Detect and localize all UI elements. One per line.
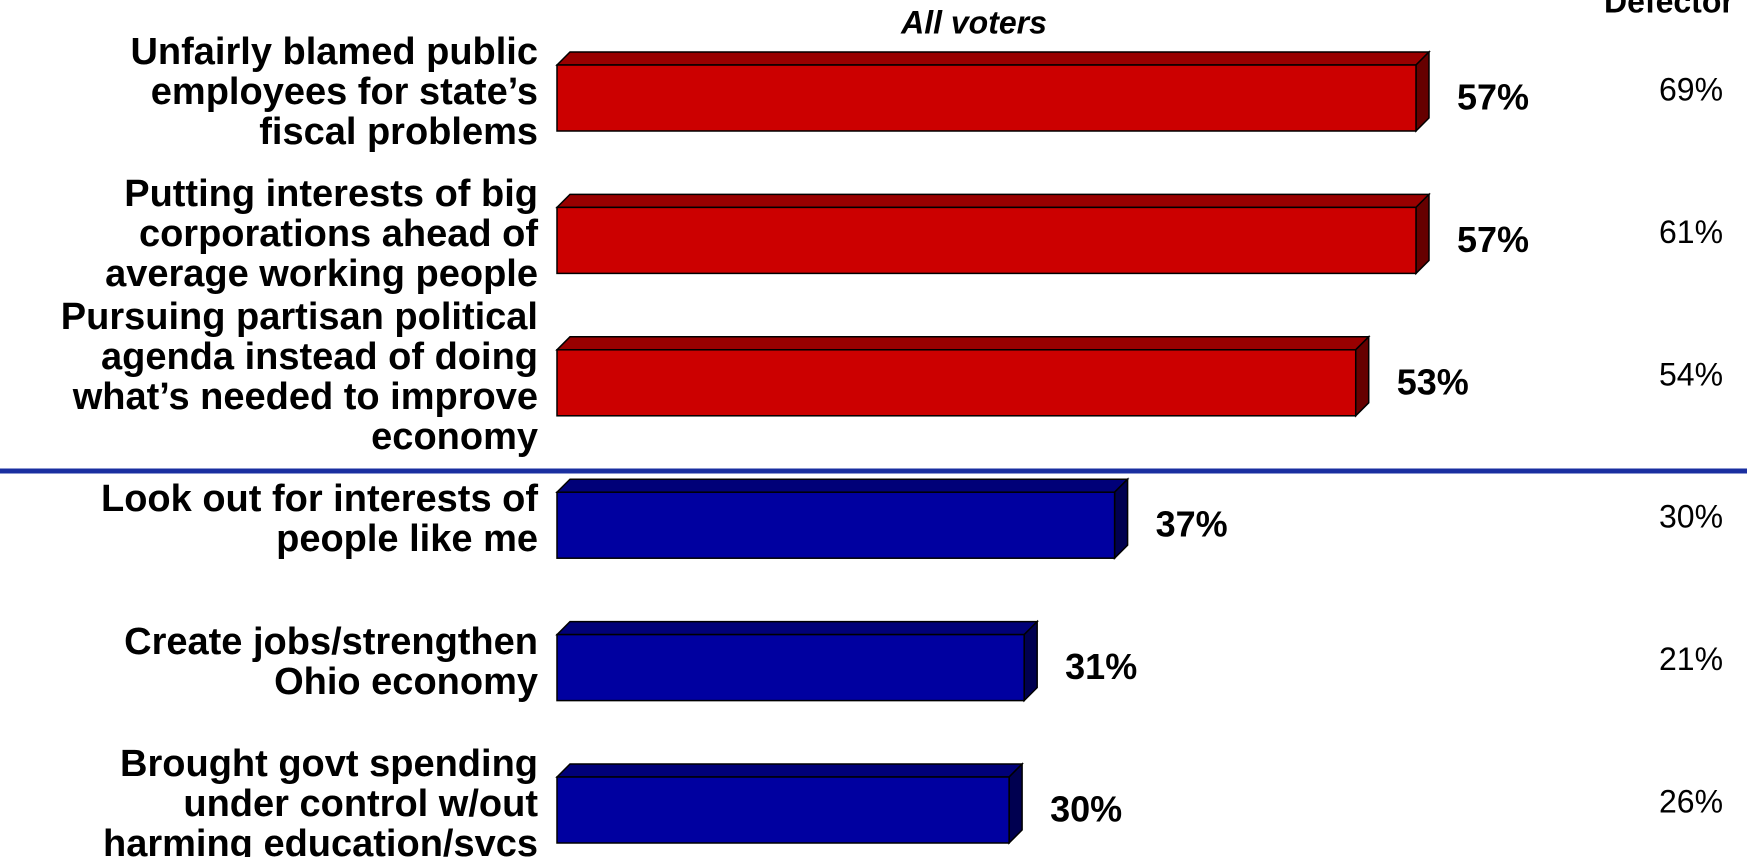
value-label: 30% [1050,789,1122,830]
value-label: 53% [1397,361,1469,402]
bar-face [1113,477,1129,561]
defector-value: 26% [1659,783,1723,819]
bar-face [555,478,1130,493]
bar-face [555,620,1039,636]
defector-value: 54% [1659,356,1723,392]
bar-face [1008,762,1023,845]
bar-face [556,776,1010,844]
bar-face [556,64,1417,132]
defector-value: 30% [1659,499,1723,535]
category-label: Create jobs/strengthen Ohio economy [124,620,538,703]
category-label: Unfairly blamed public employees for sta… [130,31,538,153]
bar-face [1415,50,1430,133]
bar-face [555,763,1024,778]
bar [555,762,1024,845]
bar [555,192,1431,276]
category-label: Putting interests of big corporations ah… [105,173,538,296]
defector-value: 69% [1659,71,1723,107]
defector-value: 61% [1659,214,1723,250]
value-label: 31% [1065,646,1137,687]
bar [555,334,1371,418]
category-label: Look out for interests of people like me [101,478,538,561]
series-header: Defector [1604,0,1734,19]
bar [555,477,1130,561]
bar [555,619,1039,703]
bar-face [556,206,1417,275]
bar-face [1023,619,1038,703]
value-label: 57% [1457,219,1529,260]
bar-face [555,193,1431,209]
category-label: Brought govt spending under control w/ou… [102,743,538,857]
bar-face [556,491,1116,559]
bar [555,50,1431,133]
bar-face [555,336,1371,351]
category-label: Pursuing partisan political agenda inste… [60,295,538,458]
bar-face [556,633,1025,702]
bar-face [1415,192,1430,276]
defector-value: 21% [1659,641,1723,677]
bar-face [1354,334,1370,418]
bar-face [555,51,1431,66]
bar-face [556,349,1357,417]
series-header: All voters [900,4,1047,40]
value-label: 37% [1156,504,1228,545]
value-label: 57% [1457,77,1529,118]
